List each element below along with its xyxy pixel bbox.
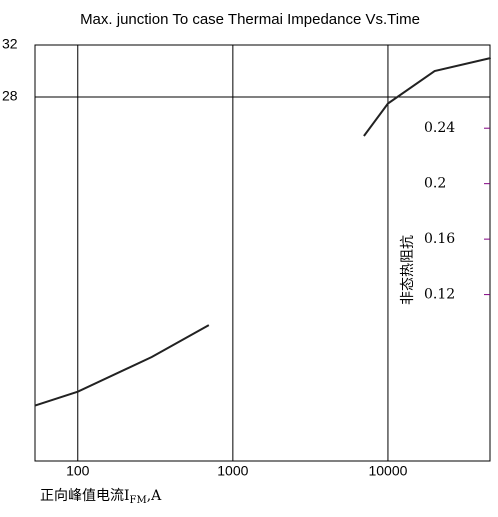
y2-axis-label: 非态热阻抗 bbox=[400, 235, 416, 305]
series-line bbox=[363, 57, 491, 137]
y-tick-label: 32 bbox=[2, 36, 18, 52]
y2-tick-label: 0.2 bbox=[424, 176, 446, 192]
series-line bbox=[34, 324, 210, 407]
x-label-after: ,A bbox=[147, 488, 162, 504]
y2-tick-label: 0.24 bbox=[424, 120, 455, 136]
x-label-sub: FM bbox=[130, 495, 147, 506]
chart-title: Max. junction To case Thermai Impedance … bbox=[80, 11, 420, 28]
x-tick-label: 1000 bbox=[217, 463, 248, 479]
y-tick-label: 28 bbox=[2, 88, 18, 104]
y2-tick-label: 0.16 bbox=[424, 231, 455, 247]
x-tick-label: 100 bbox=[66, 463, 90, 479]
x-axis-label: 正向峰值电流IFM,A bbox=[40, 488, 162, 506]
y2-tick-label: 0.12 bbox=[424, 287, 455, 303]
x-label-text: 正向峰值电流I bbox=[40, 488, 130, 504]
plot-frame bbox=[34, 44, 491, 462]
x-tick-label: 10000 bbox=[368, 463, 407, 479]
